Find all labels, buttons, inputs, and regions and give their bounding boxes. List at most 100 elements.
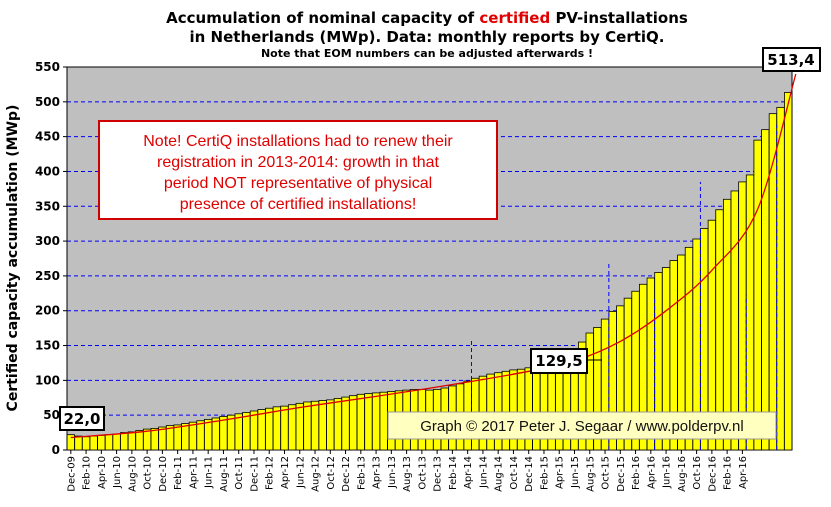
y-tick-label: 550 bbox=[35, 60, 60, 74]
bar bbox=[265, 407, 274, 451]
x-tick-label: Apr-14 bbox=[463, 456, 474, 489]
y-tick-label: 500 bbox=[35, 95, 60, 109]
bar bbox=[379, 391, 388, 451]
bar bbox=[142, 428, 152, 451]
callout-last: 513,4 bbox=[762, 47, 821, 72]
bar bbox=[310, 400, 320, 451]
x-tick-label: Aug-10 bbox=[127, 456, 138, 492]
x-tick-label: Dec-15 bbox=[616, 456, 627, 492]
bar bbox=[776, 106, 785, 451]
y-axis-label: Certified capacity accumulation (MWp) bbox=[5, 105, 21, 412]
x-tick-label: Dec-10 bbox=[158, 456, 169, 492]
trend-line bbox=[70, 73, 797, 439]
bar bbox=[74, 435, 83, 451]
bar bbox=[364, 393, 373, 451]
x-tick-label: Oct-10 bbox=[143, 456, 154, 490]
x-tick-label: Apr-12 bbox=[280, 456, 291, 489]
x-tick-label: Aug-16 bbox=[677, 456, 688, 492]
callout-middle-box bbox=[530, 348, 588, 374]
x-tick-label: Jun-14 bbox=[478, 456, 489, 489]
note-line-4: presence of certified installations! bbox=[180, 196, 417, 213]
y-tick-label: 250 bbox=[35, 269, 60, 283]
x-tick-label: Apr-10 bbox=[97, 456, 108, 489]
x-tick-label: Jun-10 bbox=[112, 456, 123, 489]
x-tick-label: Feb-15 bbox=[540, 456, 551, 490]
bar bbox=[173, 424, 182, 451]
callout-first: 22,0 bbox=[59, 406, 105, 431]
credit-annotation: Graph © 2017 Peter J. Segaar / www.polde… bbox=[387, 411, 777, 440]
x-tick-label: Aug-13 bbox=[402, 456, 413, 492]
bar bbox=[333, 398, 343, 451]
x-tick-label: Feb-12 bbox=[265, 456, 276, 490]
x-tick-label: Feb-10 bbox=[82, 456, 93, 490]
bar bbox=[81, 436, 91, 451]
x-tick-label: Dec-11 bbox=[250, 456, 261, 492]
bar bbox=[188, 421, 198, 451]
x-tick-label: Jun-12 bbox=[295, 456, 306, 489]
x-tick-label: Dec-14 bbox=[524, 456, 535, 492]
y-tick-label: 200 bbox=[35, 304, 60, 318]
bar bbox=[257, 409, 266, 451]
x-tick-label: Jun-13 bbox=[387, 456, 398, 489]
x-tick-label: Oct-12 bbox=[326, 456, 337, 490]
x-tick-label: Jun-15 bbox=[570, 456, 581, 489]
x-tick-label: Feb-16 bbox=[631, 456, 642, 490]
bar bbox=[349, 395, 358, 451]
callout-first-box bbox=[59, 406, 105, 431]
x-tick-label: Feb-13 bbox=[356, 456, 367, 490]
bar bbox=[341, 396, 350, 451]
bar bbox=[730, 190, 739, 451]
bar bbox=[753, 139, 762, 451]
bar bbox=[150, 428, 159, 451]
bar bbox=[326, 399, 335, 451]
y-tick-label: 450 bbox=[35, 130, 60, 144]
x-tick-label: Feb-16 bbox=[723, 456, 734, 490]
bar bbox=[104, 434, 114, 451]
callout-last-label: 513,4 bbox=[767, 51, 814, 69]
y-tick-label: 400 bbox=[35, 164, 60, 178]
x-tick-label: Apr-13 bbox=[372, 456, 383, 489]
x-tick-label: Apr-11 bbox=[188, 456, 199, 489]
x-tick-label: Aug-14 bbox=[494, 456, 505, 492]
bar bbox=[272, 406, 282, 451]
callout-middle-label: 129,5 bbox=[535, 352, 582, 370]
x-tick-label: Oct-13 bbox=[417, 456, 428, 490]
bar bbox=[97, 434, 106, 451]
bar bbox=[745, 174, 755, 451]
bar bbox=[127, 431, 137, 451]
chart-title-highlight: certified bbox=[479, 9, 550, 27]
note-line-1: Note! CertiQ installations had to renew … bbox=[143, 133, 453, 150]
y-tick-label: 0 bbox=[52, 443, 60, 457]
bar bbox=[738, 181, 747, 451]
chart-subtitle: Note that EOM numbers can be adjusted af… bbox=[261, 47, 593, 60]
y-tick-label: 50 bbox=[43, 408, 60, 422]
credit-text: Graph © 2017 Peter J. Segaar / www.polde… bbox=[420, 418, 743, 435]
x-tick-label: Dec-12 bbox=[341, 456, 352, 492]
bar bbox=[234, 413, 243, 451]
note-annotation: Note! CertiQ installations had to renew … bbox=[98, 120, 498, 220]
bar bbox=[219, 416, 228, 451]
callout-last-box bbox=[762, 47, 821, 72]
x-tick-label: Jun-16 bbox=[662, 456, 673, 489]
bar bbox=[226, 414, 236, 451]
bar bbox=[181, 423, 190, 451]
chart-title-line1-pre: Accumulation of nominal capacity of bbox=[166, 9, 479, 27]
x-tick-label: Apr-16 bbox=[738, 456, 749, 489]
bar bbox=[249, 410, 259, 451]
x-tick-label: Aug-15 bbox=[585, 456, 596, 492]
note-line-3: period NOT representative of physical bbox=[164, 175, 432, 192]
bar bbox=[89, 435, 98, 451]
x-tick-label: Apr-15 bbox=[555, 456, 566, 489]
callout-middle: 129,5 bbox=[530, 348, 602, 374]
chart-title-line1: Accumulation of nominal capacity of cert… bbox=[166, 9, 688, 27]
x-tick-label: Aug-12 bbox=[311, 456, 322, 492]
bar bbox=[295, 402, 304, 451]
y-tick-label: 300 bbox=[35, 234, 60, 248]
y-tick-label: 150 bbox=[35, 339, 60, 353]
x-tick-label: Oct-11 bbox=[234, 456, 245, 490]
x-tick-label: Feb-14 bbox=[448, 456, 459, 490]
credit-box bbox=[387, 411, 777, 440]
x-tick-label: Apr-16 bbox=[646, 456, 657, 489]
callout-first-label: 22,0 bbox=[63, 410, 100, 428]
